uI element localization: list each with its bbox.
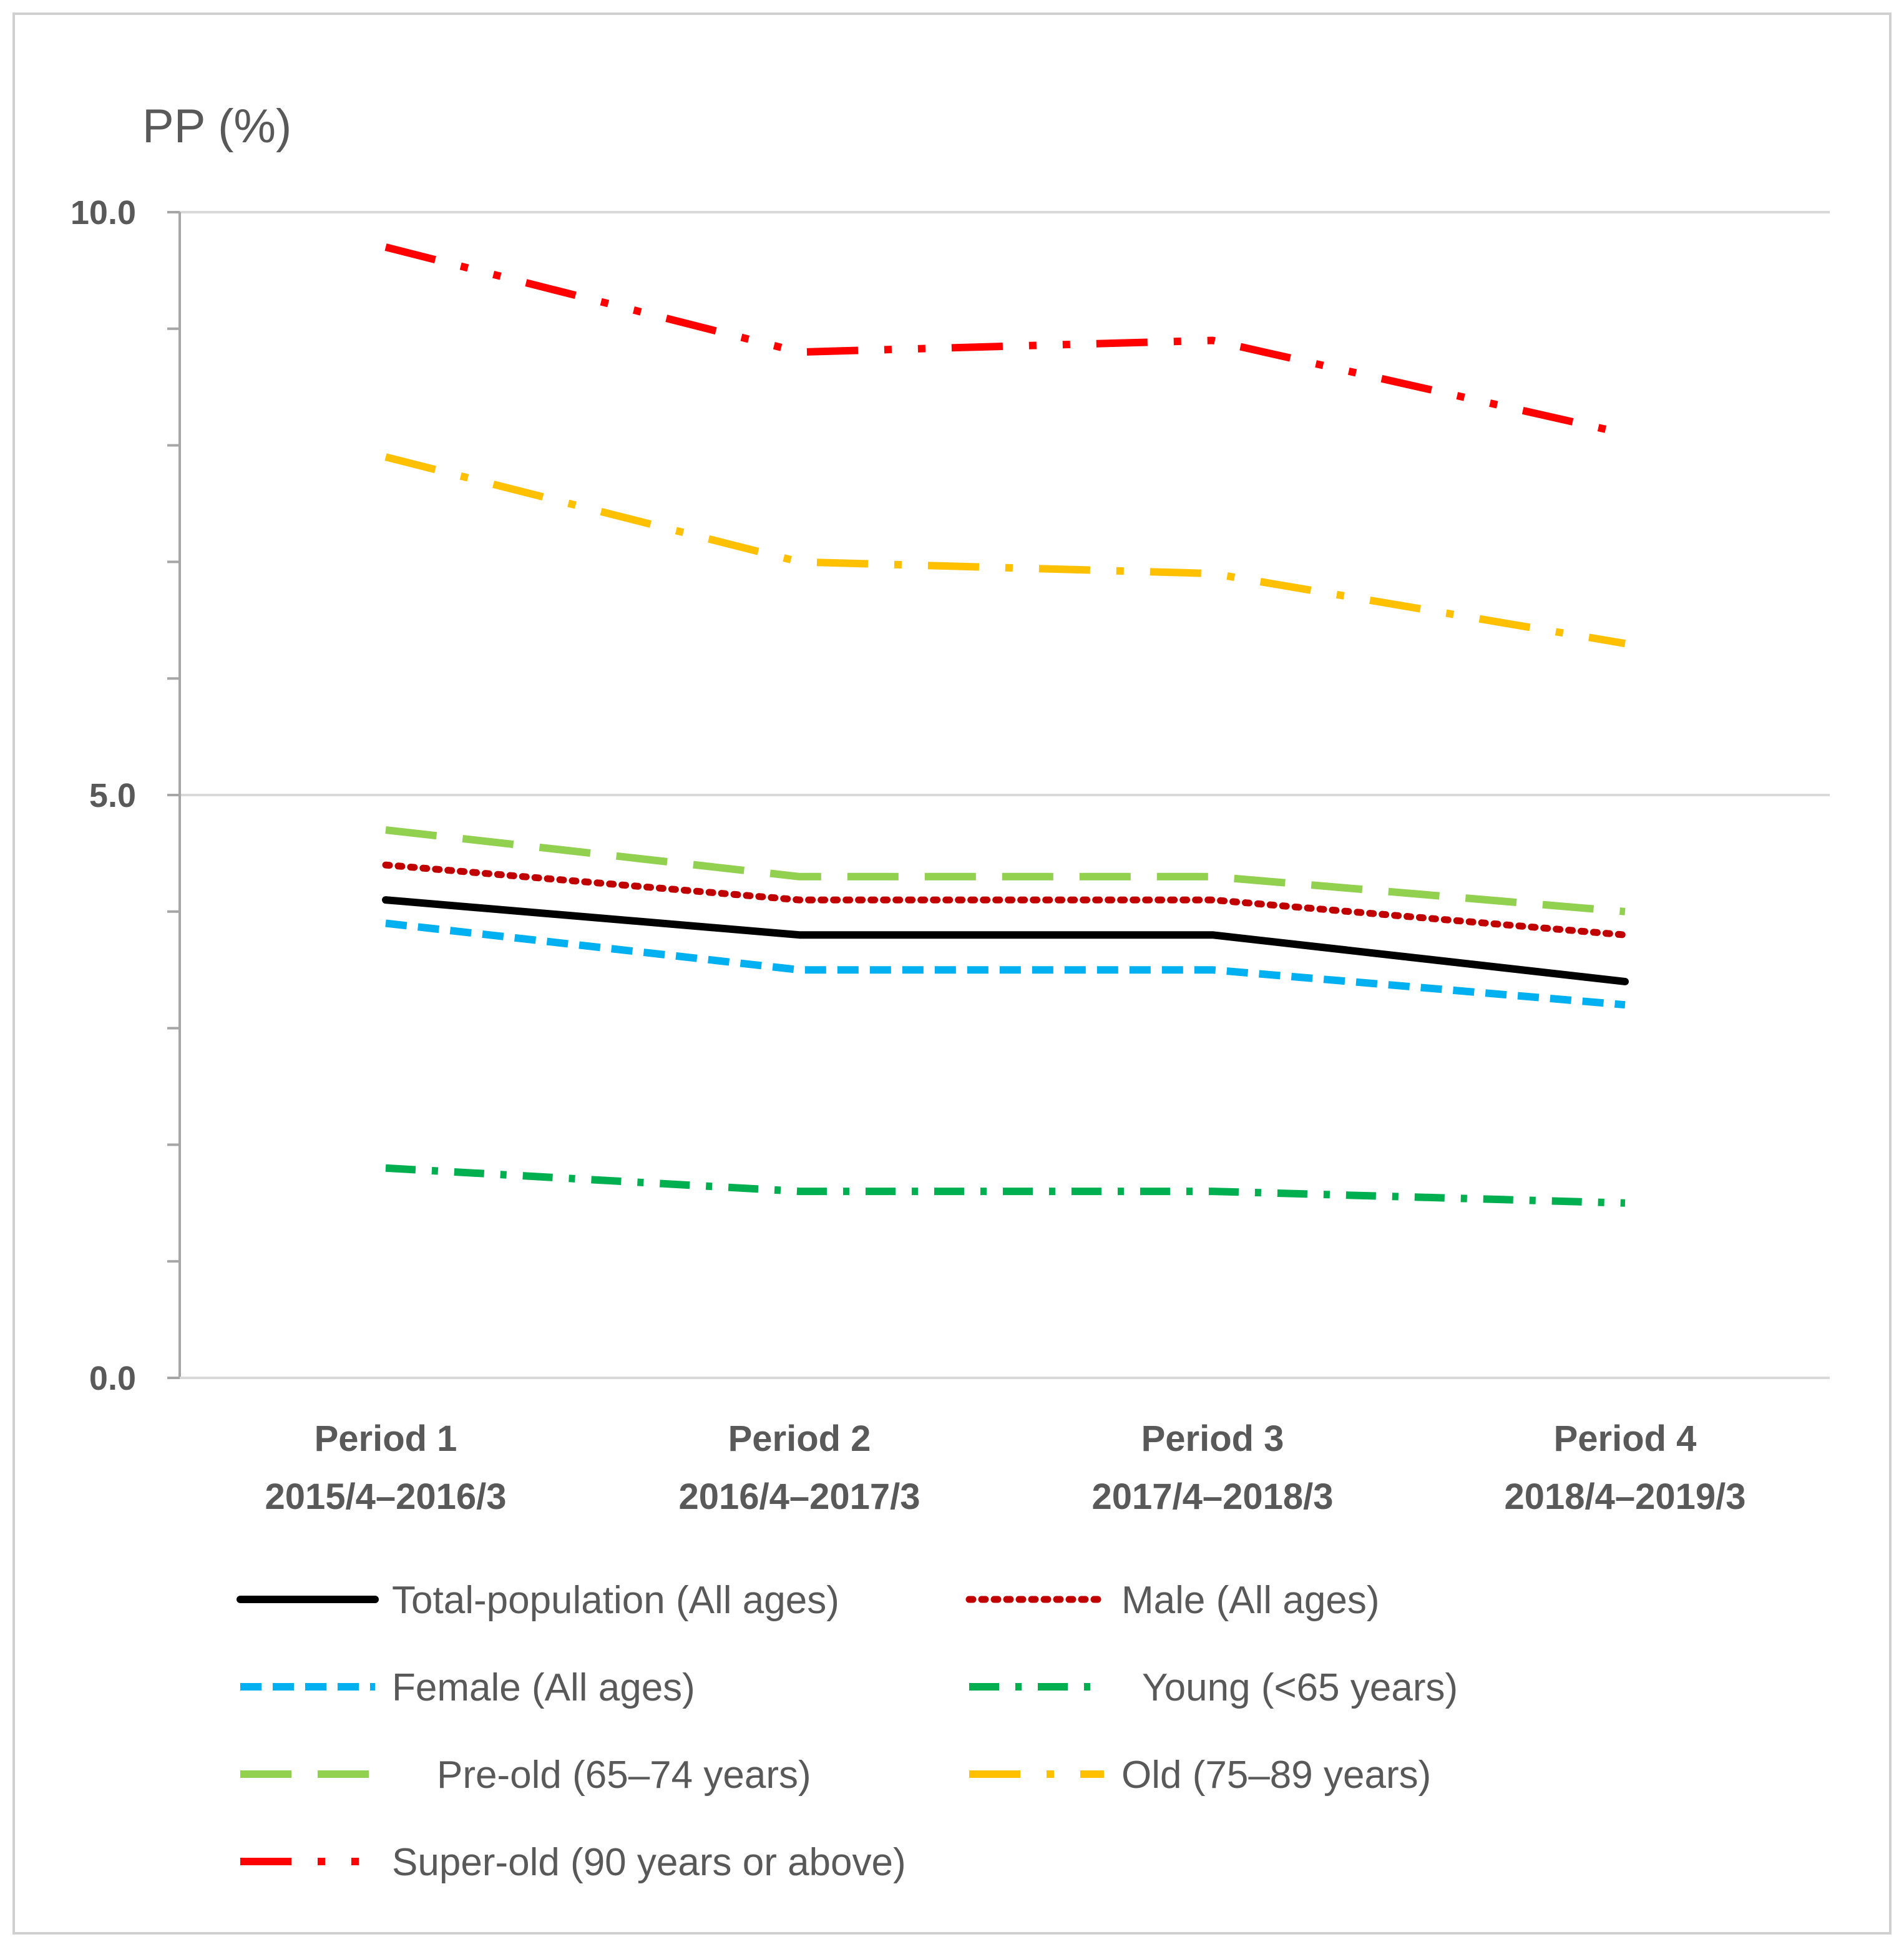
- y-tick-label: 10.0: [71, 194, 136, 232]
- data-point: [1212, 573, 1213, 574]
- data-point: [799, 351, 800, 353]
- data-point: [1212, 876, 1213, 877]
- series-line-old: [384, 453, 1626, 648]
- data-point: [1624, 911, 1626, 912]
- data-point: [385, 899, 386, 900]
- legend-label: Old (75–89 years): [1121, 1754, 1431, 1797]
- series-line-young: [385, 1164, 1626, 1207]
- series-line-female: [385, 919, 1626, 1009]
- legend-label: Super-old (90 years or above): [392, 1841, 906, 1884]
- x-category-sublabel: 2018/4–2019/3: [1504, 1476, 1745, 1517]
- data-point: [385, 923, 386, 924]
- data-point: [385, 829, 386, 831]
- data-point: [1212, 899, 1213, 900]
- x-category-label: Period 1: [315, 1418, 457, 1459]
- x-category-sublabel: 2017/4–2018/3: [1091, 1476, 1333, 1517]
- data-point: [799, 1191, 800, 1192]
- data-point: [1212, 934, 1213, 935]
- data-point: [1212, 1191, 1213, 1192]
- data-point: [385, 864, 386, 866]
- series-line-total-population: [382, 896, 1629, 985]
- data-point: [1212, 340, 1213, 341]
- data-point: [1624, 643, 1626, 644]
- data-point: [799, 934, 800, 935]
- series-line-super-old: [384, 243, 1626, 437]
- data-point: [385, 246, 386, 248]
- x-category-label: Period 4: [1554, 1418, 1697, 1459]
- data-point: [1624, 1203, 1626, 1204]
- series-line-male: [382, 861, 1629, 939]
- legend-label: Female (All ages): [392, 1666, 695, 1709]
- x-category-label: Period 2: [728, 1418, 871, 1459]
- legend-label: Total-population (All ages): [392, 1579, 839, 1622]
- x-category-sublabel: 2016/4–2017/3: [678, 1476, 920, 1517]
- data-point: [385, 1168, 386, 1169]
- y-axis-title: PP (%): [142, 100, 291, 153]
- data-point: [799, 899, 800, 900]
- data-point: [799, 969, 800, 970]
- legend-label: Pre-old (65–74 years): [437, 1754, 811, 1797]
- y-tick-label: 0.0: [89, 1360, 136, 1397]
- data-point: [385, 456, 386, 457]
- x-category-sublabel: 2015/4–2016/3: [265, 1476, 506, 1517]
- legend-label: Male (All ages): [1121, 1579, 1379, 1622]
- series-line-pre-old: [385, 826, 1626, 915]
- y-tick-label: 5.0: [89, 777, 136, 814]
- data-point: [799, 876, 800, 877]
- data-point: [1212, 969, 1213, 970]
- data-point: [1624, 981, 1626, 982]
- data-point: [1624, 934, 1626, 935]
- data-point: [799, 561, 800, 562]
- data-point: [1624, 1004, 1626, 1005]
- data-point: [1624, 433, 1626, 434]
- x-category-label: Period 3: [1141, 1418, 1284, 1459]
- legend-label: Young (<65 years): [1142, 1666, 1458, 1709]
